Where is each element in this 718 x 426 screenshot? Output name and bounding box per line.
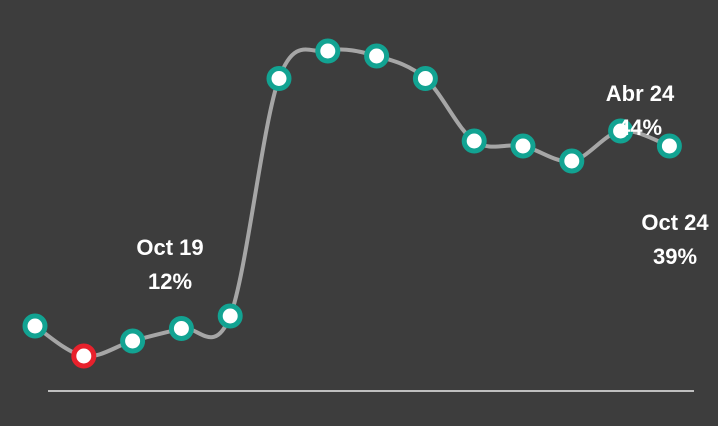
data-label-oct24: Oct 24 39% <box>632 206 718 274</box>
data-point <box>120 328 146 354</box>
data-point <box>461 128 487 154</box>
data-point <box>656 133 682 159</box>
data-point <box>608 118 634 144</box>
data-point <box>364 43 390 69</box>
data-label-value: 44% <box>617 115 663 140</box>
data-point <box>217 303 243 329</box>
series-line <box>33 47 671 359</box>
data-label-period: Oct 24 <box>641 210 709 235</box>
data-point <box>412 66 438 91</box>
data-point <box>266 66 292 91</box>
data-point-highlight <box>71 343 97 369</box>
data-label-period: Abr 24 <box>605 81 675 106</box>
data-point <box>510 133 536 159</box>
data-label-abr24: Abr 24 44% <box>590 77 690 145</box>
data-label-value: 39% <box>652 244 698 269</box>
data-point <box>559 148 585 174</box>
data-point <box>315 38 341 64</box>
data-label-oct19: Oct 19 12% <box>120 231 220 299</box>
data-point <box>22 313 48 339</box>
data-label-value: 12% <box>147 269 193 294</box>
data-point <box>168 316 194 341</box>
data-label-period: Oct 19 <box>136 235 204 260</box>
